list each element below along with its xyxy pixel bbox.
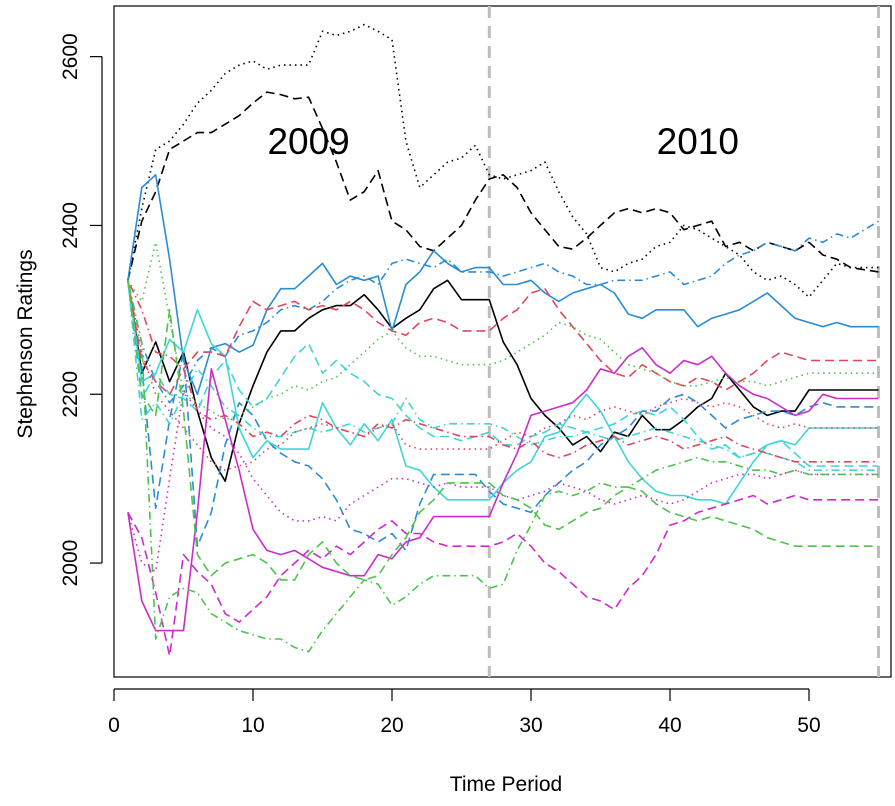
rating-series: [127, 23, 879, 657]
series-line-1: [127, 91, 879, 281]
series-line-0: [127, 279, 879, 482]
x-tick-label: 40: [658, 714, 681, 737]
plot-frame: [113, 5, 892, 678]
series-line-10: [127, 494, 879, 657]
year-divider-lines: [487, 6, 880, 677]
x-tick-label: 30: [519, 714, 542, 737]
series-line-2: [127, 23, 879, 298]
series-line-7: [127, 280, 879, 467]
year-label: 2009: [267, 121, 349, 162]
x-tick-label: 10: [241, 714, 264, 737]
x-tick-label: 20: [380, 714, 403, 737]
x-axis-label: Time Period: [450, 773, 562, 796]
y-tick-label: 2200: [59, 371, 82, 418]
x-axis: 0 10 20 30 40 50: [108, 688, 821, 737]
y-axis: 2000 2200 2400 2600: [59, 33, 103, 587]
series-line-8: [127, 280, 879, 471]
series-line-11: [127, 389, 879, 573]
series-line-12: [127, 280, 879, 396]
y-axis-label: Stephenson Ratings: [14, 249, 37, 438]
series-line-4: [127, 280, 879, 552]
series-line-16: [127, 280, 879, 653]
year-label: 2010: [657, 121, 739, 162]
y-tick-label: 2000: [59, 540, 82, 587]
y-tick-label: 2400: [59, 202, 82, 249]
series-line-9: [127, 347, 879, 632]
series-line-15: [127, 280, 879, 581]
series-line-17: [127, 241, 879, 421]
year-annotations: 2009 2010: [267, 121, 739, 162]
x-tick-label: 50: [797, 714, 820, 737]
series-line-13: [127, 279, 879, 463]
series-line-6: [127, 280, 879, 505]
series-line-5: [127, 220, 879, 404]
y-tick-label: 2600: [59, 33, 82, 80]
x-tick-label: 0: [108, 714, 120, 737]
series-line-3: [127, 174, 879, 396]
series-line-14: [127, 280, 879, 471]
